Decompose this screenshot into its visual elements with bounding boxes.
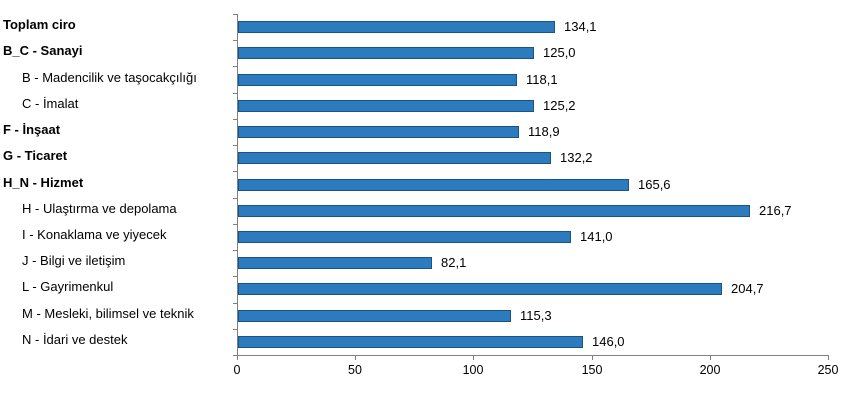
x-axis-line [237,355,829,356]
y-axis-tick [233,40,237,41]
category-label: N - İdari ve destek [22,332,128,347]
value-label: 204,7 [731,281,764,296]
value-label: 118,1 [526,72,558,87]
y-axis-tick [233,145,237,146]
value-label: 134,1 [564,19,597,34]
category-label: G - Ticaret [3,148,68,163]
category-label: B - Madencilik ve taşocakçılığı [22,70,197,85]
value-label: 115,3 [520,308,552,323]
y-axis-tick [233,276,237,277]
category-label: L - Gayrimenkul [22,279,114,294]
x-axis-tick [828,356,829,360]
category-label: J - Bilgi ve iletişim [22,253,126,268]
bar [238,231,571,243]
value-label: 125,0 [543,45,576,60]
category-label: H_N - Hizmet [3,175,84,190]
bar [238,336,583,348]
value-label: 118,9 [528,124,560,139]
y-axis-tick [233,119,237,120]
bar [238,257,432,269]
y-axis-tick [233,198,237,199]
y-axis-tick [233,250,237,251]
value-label: 146,0 [592,334,625,349]
value-label: 82,1 [441,255,467,270]
category-label: I - Konaklama ve yiyecek [22,227,167,242]
category-label: Toplam ciro [3,17,76,32]
y-axis-tick [233,355,237,356]
x-axis-tick [710,356,711,360]
x-axis-tick [473,356,474,360]
y-axis-line [237,14,238,355]
x-tick-label: 250 [817,363,839,377]
x-axis-tick [237,356,238,360]
bar [238,47,534,59]
x-tick-label: 150 [581,363,603,377]
category-label: M - Mesleki, bilimsel ve teknik [22,306,194,321]
value-label: 165,6 [638,177,671,192]
category-label: C - İmalat [22,96,79,111]
bar [238,152,551,164]
category-label: H - Ulaştırma ve depolama [22,201,177,216]
y-axis-tick [233,171,237,172]
y-axis-tick [233,93,237,94]
category-label: B_C - Sanayi [3,43,83,58]
bar [238,179,629,191]
x-axis-tick [592,356,593,360]
bar [238,126,519,138]
value-label: 125,2 [543,98,576,113]
value-label: 141,0 [580,229,613,244]
bar [238,310,511,322]
x-tick-label: 200 [699,363,721,377]
x-axis-tick [355,356,356,360]
y-axis-tick [233,66,237,67]
bar [238,74,517,86]
x-tick-label: 50 [348,363,362,377]
y-axis-tick [233,329,237,330]
y-axis-tick [233,14,237,15]
y-axis-tick [233,303,237,304]
y-axis-tick [233,224,237,225]
bar [238,21,555,33]
bar [238,283,722,295]
category-label: F - İnşaat [3,122,61,137]
x-tick-label: 0 [233,363,241,377]
value-label: 132,2 [560,150,593,165]
bar [238,100,534,112]
value-label: 216,7 [759,203,792,218]
bar [238,205,750,217]
x-tick-label: 100 [462,363,484,377]
